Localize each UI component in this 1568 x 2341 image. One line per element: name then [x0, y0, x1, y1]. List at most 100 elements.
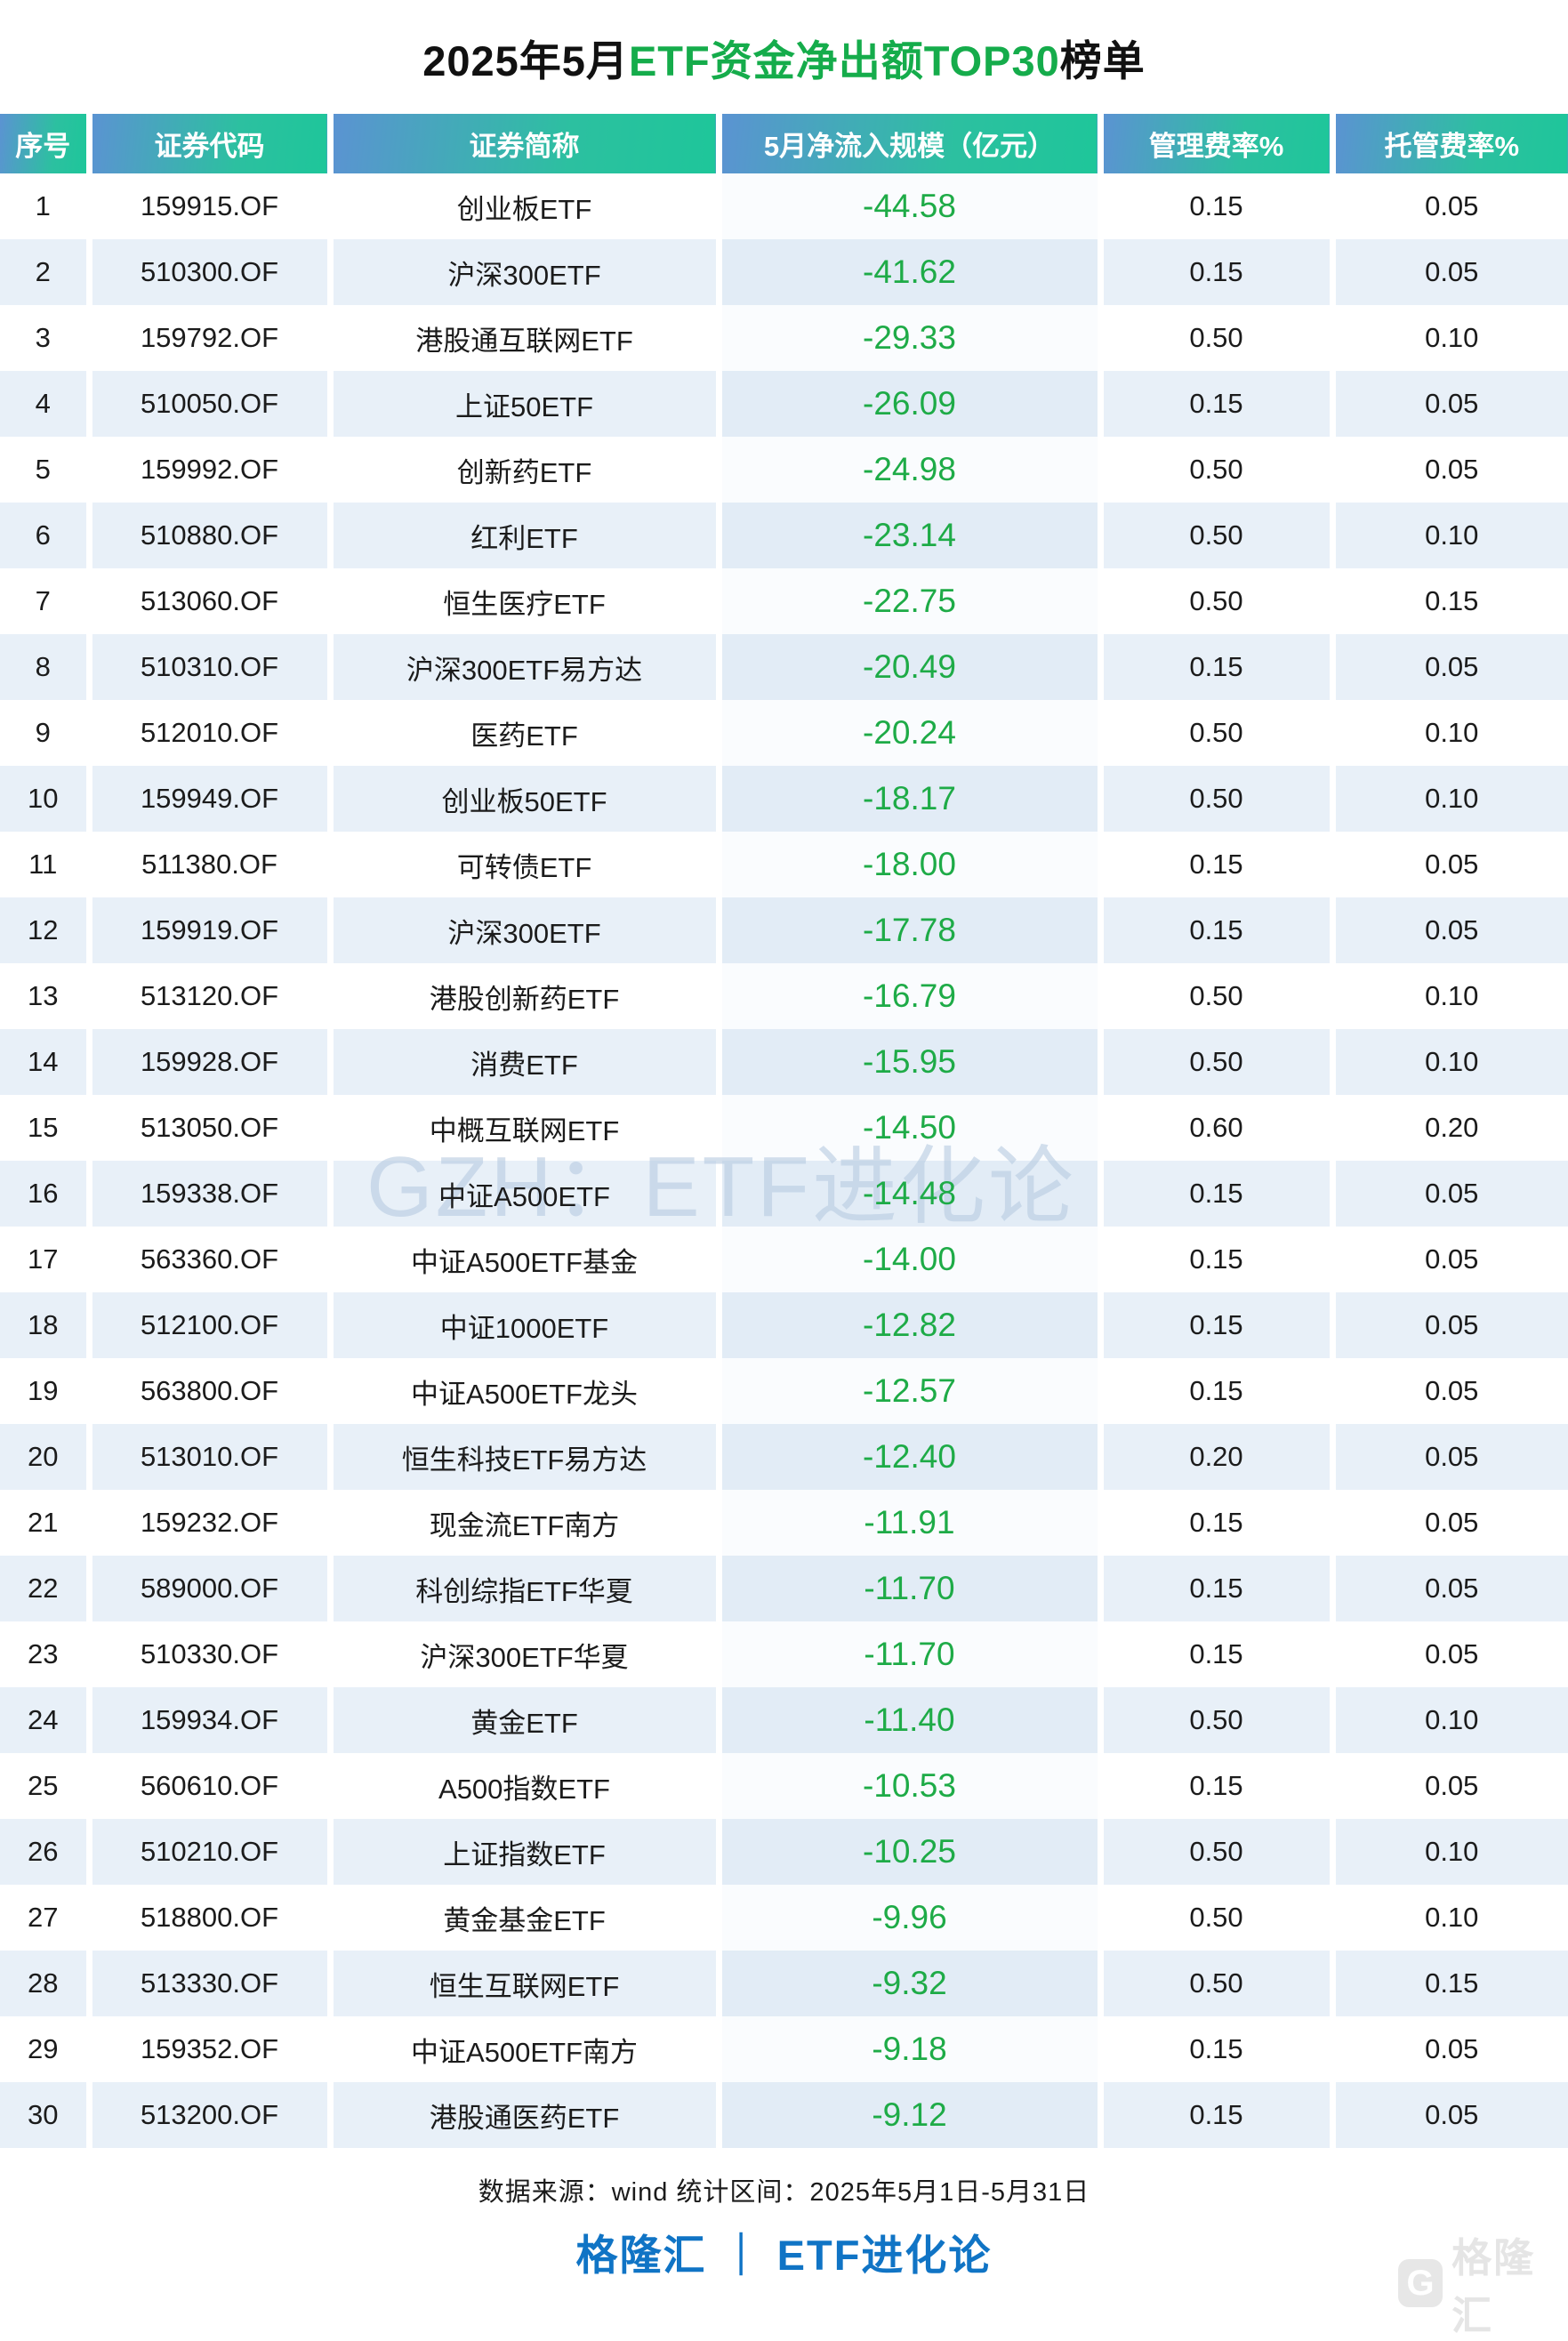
- table-cell: -17.78: [715, 897, 1100, 963]
- table-cell: 0.05: [1329, 173, 1568, 239]
- table-cell-value: 0.10: [1425, 1836, 1479, 1867]
- etf-outflow-table: 序号 证券代码 证券简称 5月净流入规模（亿元） 管理费率% 托管费率% 1 159915.…: [0, 114, 1568, 2148]
- table-row: 28 513330.OF 恒生互联网ETF -9.32 0.50 0.15: [0, 1951, 1568, 2016]
- table-cell-value: 0.05: [1425, 1243, 1479, 1275]
- table-cell: 中证1000ETF: [326, 1292, 719, 1358]
- table-cell: 0.50: [1097, 305, 1332, 371]
- table-row: 1 159915.OF 创业板ETF -44.58 0.15 0.05: [0, 173, 1568, 239]
- table-cell-value: 159338.OF: [140, 1178, 279, 1209]
- table-row: 14 159928.OF 消费ETF -15.95 0.50 0.10: [0, 1029, 1568, 1095]
- table-cell-value: 沪深300ETF易方达: [406, 654, 643, 686]
- table-cell: 0.50: [1097, 766, 1332, 832]
- table-cell-value: 512010.OF: [140, 717, 279, 748]
- table-cell: 0.50: [1097, 1951, 1332, 2016]
- table-cell-value: 0.15: [1189, 2033, 1243, 2064]
- table-cell: 513010.OF: [85, 1424, 330, 1490]
- table-cell: -9.12: [715, 2082, 1100, 2148]
- table-cell-value: 0.10: [1425, 322, 1479, 353]
- table-cell: 0.15: [1097, 1556, 1332, 1621]
- table-cell-value: 0.15: [1189, 1507, 1243, 1538]
- table-row: 6 510880.OF 红利ETF -23.14 0.50 0.10: [0, 503, 1568, 568]
- table-cell: 上证指数ETF: [326, 1819, 719, 1885]
- table-cell-value: 中证A500ETF龙头: [411, 1378, 638, 1410]
- table-cell-value: 现金流ETF南方: [429, 1509, 620, 1541]
- table-cell-value: 159928.OF: [140, 1046, 279, 1077]
- table-cell: -9.18: [715, 2016, 1100, 2082]
- table-cell-value: 沪深300ETF: [447, 917, 601, 949]
- table-cell: 0.50: [1097, 1819, 1332, 1885]
- table-cell: 0.15: [1329, 1951, 1568, 2016]
- table-cell: 黄金ETF: [326, 1687, 719, 1753]
- table-cell-value: -14.48: [863, 1175, 956, 1211]
- table-cell: 20: [0, 1424, 89, 1490]
- table-cell: 0.05: [1329, 1490, 1568, 1556]
- table-cell: -18.00: [715, 832, 1100, 897]
- table-cell-value: 0.10: [1425, 1902, 1479, 1933]
- table-cell: 159992.OF: [85, 437, 330, 503]
- table-cell: 159928.OF: [85, 1029, 330, 1095]
- table-cell-value: 0.05: [1425, 1770, 1479, 1801]
- table-cell-value: -15.95: [863, 1043, 956, 1080]
- table-cell: 19: [0, 1358, 89, 1424]
- table-cell-value: 恒生互联网ETF: [429, 1970, 620, 2002]
- column-header-0: 序号: [0, 114, 89, 173]
- table-cell: -14.50: [715, 1095, 1100, 1161]
- table-cell: 0.10: [1329, 1885, 1568, 1951]
- table-cell-value: 0.05: [1425, 1573, 1479, 1604]
- table-cell-value: 0.05: [1425, 256, 1479, 287]
- table-cell: 513060.OF: [85, 568, 330, 634]
- table-cell: -9.96: [715, 1885, 1100, 1951]
- table-cell-value: 19: [28, 1375, 59, 1406]
- gelonghui-logo-icon: G: [1398, 2259, 1443, 2307]
- table-cell-value: 26: [28, 1836, 59, 1867]
- table-cell: 创新药ETF: [326, 437, 719, 503]
- table-cell-value: 27: [28, 1902, 59, 1933]
- table-cell-value: 7: [35, 585, 51, 616]
- table-cell: 2: [0, 239, 89, 305]
- table-cell: 28: [0, 1951, 89, 2016]
- table-cell-value: 0.15: [1189, 914, 1243, 945]
- table-cell-value: 创业板50ETF: [441, 785, 607, 817]
- table-cell-value: -24.98: [863, 451, 956, 487]
- table-cell-value: 0.15: [1189, 651, 1243, 682]
- table-row: 5 159992.OF 创新药ETF -24.98 0.50 0.05: [0, 437, 1568, 503]
- table-cell-value: 21: [28, 1507, 59, 1538]
- table-cell: 0.15: [1097, 1227, 1332, 1292]
- table-cell: 21: [0, 1490, 89, 1556]
- table-row: 18 512100.OF 中证1000ETF -12.82 0.15 0.05: [0, 1292, 1568, 1358]
- table-cell-value: 159992.OF: [140, 454, 279, 485]
- table-cell: -15.95: [715, 1029, 1100, 1095]
- table-cell: 0.15: [1097, 173, 1332, 239]
- table-cell-value: 0.10: [1425, 1046, 1479, 1077]
- table-cell-value: 消费ETF: [470, 1049, 578, 1081]
- table-cell: -10.25: [715, 1819, 1100, 1885]
- title-prefix: 2025年5月: [422, 36, 629, 84]
- table-cell: -18.17: [715, 766, 1100, 832]
- table-cell-value: 0.15: [1189, 1573, 1243, 1604]
- table-cell: 0.50: [1097, 1885, 1332, 1951]
- table-cell-value: 沪深300ETF华夏: [420, 1641, 629, 1673]
- table-cell-value: 0.15: [1189, 1178, 1243, 1209]
- table-cell: 159352.OF: [85, 2016, 330, 2082]
- table-row: 9 512010.OF 医药ETF -20.24 0.50 0.10: [0, 700, 1568, 766]
- table-cell-value: 0.05: [1425, 1638, 1479, 1669]
- table-row: 10 159949.OF 创业板50ETF -18.17 0.50 0.10: [0, 766, 1568, 832]
- table-cell-value: 黄金ETF: [470, 1707, 578, 1739]
- table-cell-value: 0.05: [1425, 914, 1479, 945]
- table-cell: -12.40: [715, 1424, 1100, 1490]
- table-cell: 红利ETF: [326, 503, 719, 568]
- table-row: 2 510300.OF 沪深300ETF -41.62 0.15 0.05: [0, 239, 1568, 305]
- table-cell-value: 510210.OF: [140, 1836, 279, 1867]
- table-cell-value: 513330.OF: [140, 1967, 279, 1999]
- table-row: 12 159919.OF 沪深300ETF -17.78 0.15 0.05: [0, 897, 1568, 963]
- table-cell: 518800.OF: [85, 1885, 330, 1951]
- table-cell: 1: [0, 173, 89, 239]
- table-cell-value: 11: [28, 849, 58, 880]
- column-header-label: 托管费率%: [1384, 131, 1520, 162]
- table-cell: 创业板50ETF: [326, 766, 719, 832]
- table-cell: 0.10: [1329, 305, 1568, 371]
- table-cell-value: 港股创新药ETF: [429, 983, 620, 1015]
- table-cell-value: 28: [28, 1967, 59, 1999]
- table-cell: 沪深300ETF: [326, 897, 719, 963]
- table-cell-value: 0.50: [1189, 1902, 1243, 1933]
